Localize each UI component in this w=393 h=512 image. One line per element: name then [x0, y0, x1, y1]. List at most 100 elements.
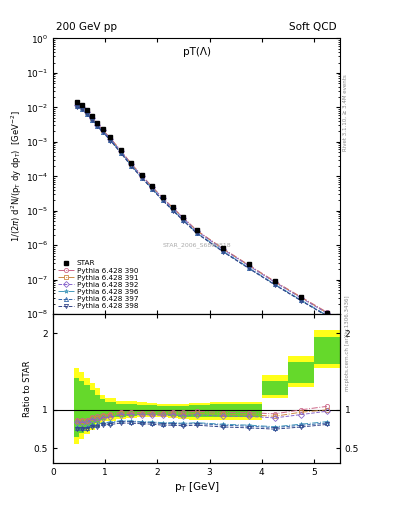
Pythia 6.428 398 [325, 313, 329, 319]
Line: Pythia 6.428 396: Pythia 6.428 396 [74, 104, 329, 317]
Pythia 6.428 392 [325, 310, 329, 316]
Pythia 6.428 398 [246, 265, 251, 271]
Pythia 6.428 396 [298, 297, 303, 303]
Pythia 6.428 391 [74, 101, 79, 108]
Pythia 6.428 398 [298, 297, 303, 304]
Pythia 6.428 390 [160, 195, 165, 201]
Pythia 6.428 390 [79, 104, 84, 110]
Pythia 6.428 392 [220, 246, 225, 252]
Pythia 6.428 397 [79, 105, 84, 112]
Pythia 6.428 397 [272, 282, 277, 288]
Pythia 6.428 397 [298, 297, 303, 303]
Text: mcplots.cern.ch [arXiv:1306.3436]: mcplots.cern.ch [arXiv:1306.3436] [345, 295, 350, 391]
Pythia 6.428 397 [171, 207, 175, 214]
Pythia 6.428 396 [220, 248, 225, 254]
Line: Pythia 6.428 397: Pythia 6.428 397 [74, 104, 329, 318]
Pythia 6.428 397 [140, 175, 144, 181]
Pythia 6.428 392 [100, 127, 105, 134]
Pythia 6.428 392 [150, 184, 154, 190]
Pythia 6.428 398 [108, 138, 113, 144]
Pythia 6.428 398 [95, 123, 100, 130]
Pythia 6.428 390 [140, 173, 144, 179]
Pythia 6.428 390 [84, 109, 89, 115]
Line: Pythia 6.428 391: Pythia 6.428 391 [74, 102, 329, 315]
Pythia 6.428 398 [220, 248, 225, 254]
Pythia 6.428 391 [246, 262, 251, 268]
Line: Pythia 6.428 390: Pythia 6.428 390 [74, 102, 329, 314]
Pythia 6.428 397 [119, 150, 123, 156]
Pythia 6.428 392 [171, 205, 175, 211]
Pythia 6.428 397 [220, 248, 225, 254]
Pythia 6.428 396 [90, 117, 95, 123]
Pythia 6.428 391 [84, 109, 89, 115]
Pythia 6.428 390 [129, 161, 134, 167]
Pythia 6.428 396 [100, 129, 105, 135]
Pythia 6.428 391 [272, 279, 277, 285]
Pythia 6.428 396 [140, 175, 144, 181]
Pythia 6.428 392 [140, 173, 144, 179]
Pythia 6.428 398 [150, 186, 154, 193]
Pythia 6.428 392 [95, 122, 100, 128]
Pythia 6.428 396 [119, 150, 123, 156]
Pythia 6.428 391 [171, 205, 175, 211]
Pythia 6.428 398 [194, 230, 199, 236]
Pythia 6.428 392 [119, 148, 123, 154]
Pythia 6.428 398 [74, 103, 79, 110]
Pythia 6.428 396 [181, 217, 186, 223]
Pythia 6.428 397 [181, 217, 186, 223]
Pythia 6.428 391 [298, 294, 303, 301]
Pythia 6.428 391 [100, 127, 105, 133]
Pythia 6.428 396 [246, 265, 251, 271]
Pythia 6.428 391 [181, 215, 186, 221]
Pythia 6.428 396 [79, 105, 84, 112]
Pythia 6.428 396 [84, 111, 89, 117]
Pythia 6.428 392 [129, 161, 134, 167]
Line: Pythia 6.428 398: Pythia 6.428 398 [74, 104, 329, 318]
Y-axis label: 1/(2$\pi$) d$^2$N/(p$_{\rm T}$ dy dp$_{\rm T}$)  [GeV$^{-2}$]: 1/(2$\pi$) d$^2$N/(p$_{\rm T}$ dy dp$_{\… [10, 111, 24, 242]
Pythia 6.428 390 [90, 115, 95, 121]
Pythia 6.428 397 [160, 197, 165, 203]
Pythia 6.428 397 [246, 265, 251, 271]
Pythia 6.428 396 [171, 207, 175, 214]
Pythia 6.428 397 [90, 117, 95, 123]
Pythia 6.428 391 [220, 246, 225, 252]
Pythia 6.428 396 [272, 281, 277, 287]
Pythia 6.428 390 [220, 245, 225, 251]
Pythia 6.428 390 [181, 215, 186, 221]
Pythia 6.428 392 [79, 104, 84, 111]
Pythia 6.428 398 [79, 106, 84, 112]
Text: STAR_2006_S6860818: STAR_2006_S6860818 [162, 243, 231, 248]
Pythia 6.428 396 [74, 103, 79, 109]
Pythia 6.428 391 [119, 148, 123, 154]
Pythia 6.428 391 [79, 104, 84, 110]
Pythia 6.428 397 [84, 111, 89, 117]
Pythia 6.428 390 [272, 279, 277, 285]
Pythia 6.428 391 [160, 195, 165, 201]
Pythia 6.428 396 [95, 123, 100, 129]
Pythia 6.428 391 [95, 121, 100, 127]
Pythia 6.428 390 [194, 227, 199, 233]
Text: Rivet 3.1.10, ≥ 3.4M events: Rivet 3.1.10, ≥ 3.4M events [343, 74, 348, 151]
Pythia 6.428 391 [325, 310, 329, 316]
Pythia 6.428 397 [95, 123, 100, 129]
Pythia 6.428 397 [74, 103, 79, 110]
Pythia 6.428 392 [246, 263, 251, 269]
Pythia 6.428 392 [298, 295, 303, 301]
Pythia 6.428 397 [100, 129, 105, 135]
Pythia 6.428 398 [84, 111, 89, 117]
Pythia 6.428 397 [325, 313, 329, 319]
Pythia 6.428 392 [74, 102, 79, 108]
Pythia 6.428 396 [150, 186, 154, 192]
Pythia 6.428 390 [298, 294, 303, 300]
Pythia 6.428 397 [194, 230, 199, 236]
Pythia 6.428 396 [160, 197, 165, 203]
Pythia 6.428 392 [108, 136, 113, 142]
Pythia 6.428 396 [108, 137, 113, 143]
Pythia 6.428 390 [100, 126, 105, 133]
Pythia 6.428 390 [119, 147, 123, 154]
Text: pT(Λ): pT(Λ) [182, 47, 211, 57]
Pythia 6.428 391 [194, 227, 199, 233]
Pythia 6.428 398 [171, 208, 175, 214]
Pythia 6.428 390 [74, 101, 79, 108]
Pythia 6.428 396 [129, 162, 134, 168]
